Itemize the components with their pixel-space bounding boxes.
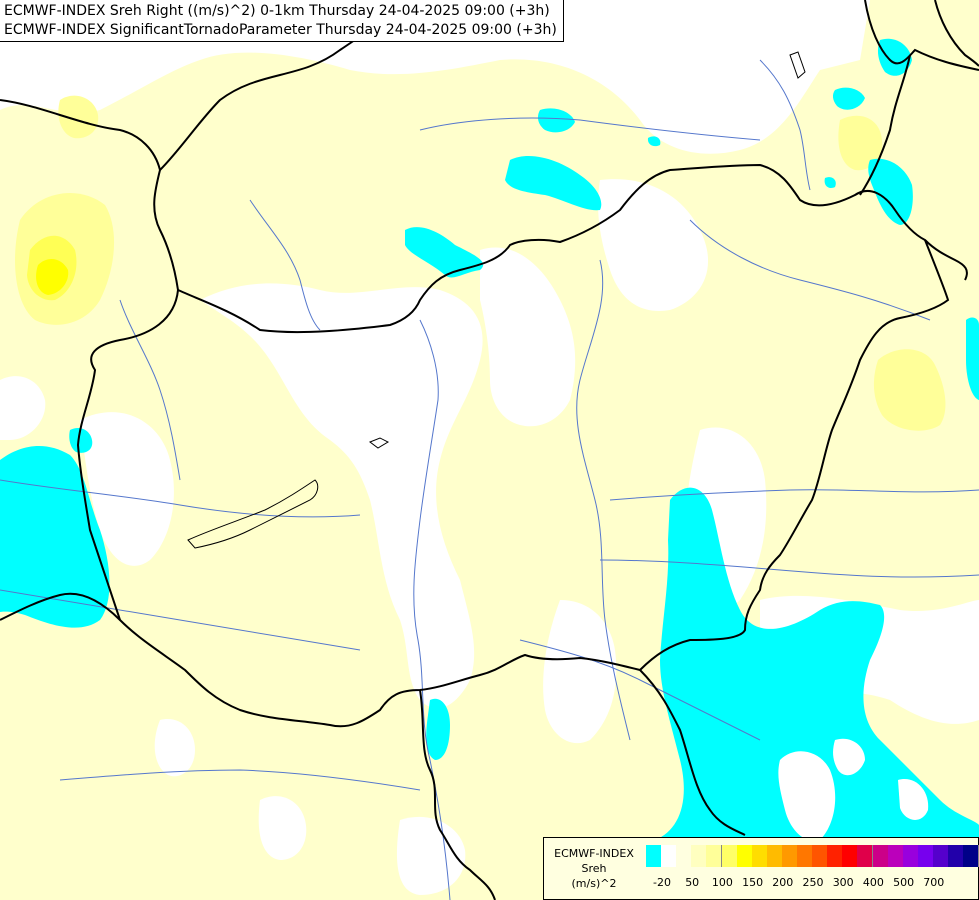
legend-tick-label: 500 xyxy=(893,876,915,889)
legend-name: ECMWF-INDEX xyxy=(554,847,634,860)
legend-tick-label: 250 xyxy=(802,876,824,889)
map-title-box: ECMWF-INDEX Sreh Right ((m/s)^2) 0-1km T… xyxy=(0,0,564,42)
legend-swatch xyxy=(902,845,919,867)
legend-unit: (m/s)^2 xyxy=(571,877,617,890)
lake-balaton xyxy=(187,479,319,549)
small-lake-2 xyxy=(789,51,806,79)
moderate-helicity-regions xyxy=(15,95,946,431)
legend-swatch xyxy=(872,845,889,867)
legend-swatch xyxy=(812,845,829,867)
legend-tick-label: 100 xyxy=(711,876,733,889)
legend-swatch xyxy=(736,845,753,867)
legend-swatch xyxy=(842,845,859,867)
legend-swatch xyxy=(932,845,949,867)
title-line-2: ECMWF-INDEX SignificantTornadoParameter … xyxy=(4,22,557,38)
small-lake xyxy=(368,437,390,449)
legend-tick-label: 700 xyxy=(923,876,945,889)
legend-tick-label: 150 xyxy=(742,876,764,889)
legend-swatch xyxy=(691,845,708,867)
legend-swatch xyxy=(917,845,934,867)
legend-tick-label: 400 xyxy=(862,876,884,889)
legend-swatch xyxy=(766,845,783,867)
legend-swatch xyxy=(797,845,813,867)
legend-variable: Sreh xyxy=(581,862,607,875)
near-zero-holes xyxy=(778,738,929,841)
legend-tick-label: 50 xyxy=(685,876,700,889)
title-line-1: ECMWF-INDEX Sreh Right ((m/s)^2) 0-1km T… xyxy=(4,3,550,19)
legend-swatch xyxy=(751,845,768,867)
legend-swatch xyxy=(827,845,844,867)
legend-swatch xyxy=(781,845,798,867)
legend-swatch xyxy=(676,845,693,867)
color-legend: ECMWF-INDEX Sreh (m/s)^2 -20 50 100 150 200 2… xyxy=(543,837,979,900)
rivers xyxy=(0,59,979,900)
legend-swatch xyxy=(721,845,738,867)
legend-swatch xyxy=(646,845,662,867)
legend-swatch xyxy=(857,845,874,867)
legend-tick-label: -20 xyxy=(653,876,671,889)
legend-swatch xyxy=(706,845,723,867)
legend-swatch xyxy=(661,845,678,867)
legend-swatch xyxy=(887,845,904,867)
legend-swatch xyxy=(963,845,979,867)
legend-tick-label: 300 xyxy=(832,876,854,889)
legend-swatch xyxy=(948,845,964,867)
legend-tick-label: 200 xyxy=(772,876,794,889)
